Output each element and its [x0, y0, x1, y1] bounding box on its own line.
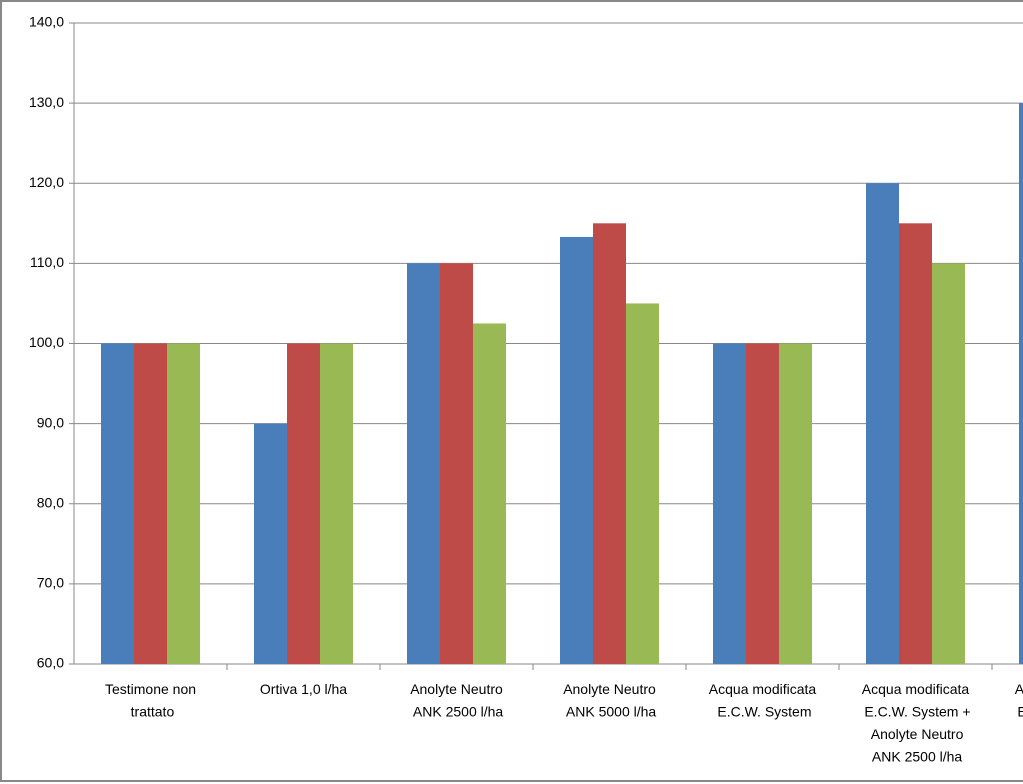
x-tick-label: Testimone non trattato: [105, 681, 196, 720]
bar: [779, 343, 812, 664]
bar: [626, 303, 659, 664]
bar: [866, 183, 899, 664]
bar: [473, 323, 506, 664]
bar: [746, 343, 779, 664]
bar: [593, 223, 626, 664]
y-tick-label: 110,0: [30, 254, 64, 270]
bar: [101, 343, 134, 664]
bar: [713, 343, 746, 664]
bar: [1019, 103, 1023, 664]
bar: [440, 263, 473, 664]
bar: [254, 423, 287, 664]
y-tick-label: 70,0: [37, 575, 64, 591]
y-tick-label: 90,0: [37, 414, 64, 430]
bar: [899, 223, 932, 664]
bar: [134, 343, 167, 664]
y-tick-label: 60,0: [37, 655, 64, 671]
x-tick-label: Acqua modificata E.C.W. System: [709, 681, 817, 720]
x-tick-label: Acqua modificata E.C.W. System + Anolyte…: [1013, 681, 1023, 765]
bar: [167, 343, 200, 664]
x-tick-label: Anolyte Neutro ANK 2500 l/ha: [410, 681, 504, 720]
x-tick-label: Ortiva 1,0 l/ha: [260, 681, 347, 697]
y-tick-label: 100,0: [29, 334, 64, 350]
x-tick-label: Acqua modificata E.C.W. System + Anolyte…: [860, 681, 970, 765]
y-tick-label: 140,0: [29, 14, 64, 30]
bar: [320, 343, 353, 664]
y-tick-label: 80,0: [37, 494, 64, 510]
y-tick-label: 130,0: [29, 94, 64, 110]
bar: [560, 236, 593, 664]
y-tick-label: 120,0: [29, 174, 64, 190]
bar: [932, 263, 965, 664]
bar: [287, 343, 320, 664]
x-tick-label: Anolyte Neutro ANK 5000 l/ha: [563, 681, 657, 720]
bar: [407, 263, 440, 664]
